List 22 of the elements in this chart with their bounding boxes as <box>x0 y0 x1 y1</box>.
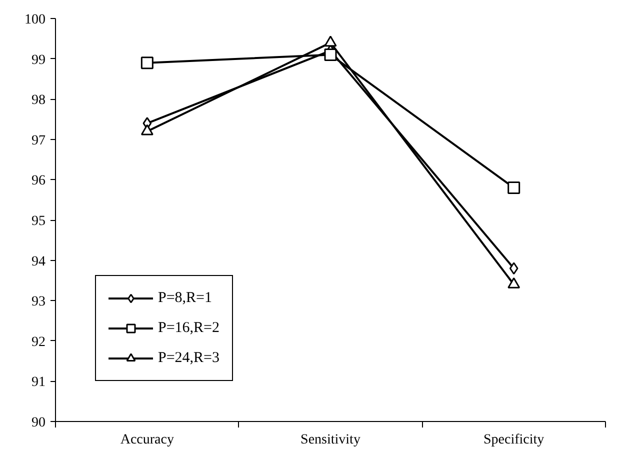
y-tick-label: 91 <box>32 375 46 390</box>
y-tick-label: 96 <box>32 174 46 189</box>
y-tick-label: 92 <box>32 334 46 350</box>
x-tick-label: Accuracy <box>120 432 174 448</box>
y-tick-label: 100 <box>24 12 46 28</box>
point <box>324 48 337 62</box>
legend-label: P=8,R=1 <box>158 290 212 306</box>
y-tick-label: 93 <box>32 294 46 310</box>
y-tick-label: 98 <box>32 93 46 108</box>
y-tick-label: 90 <box>32 416 46 430</box>
legend-label: P=24,R=3 <box>158 350 220 366</box>
y-tick-label: 99 <box>32 52 46 68</box>
point <box>324 36 337 47</box>
point <box>508 182 520 194</box>
x-tick-label: Specificity <box>484 432 544 448</box>
x-tick-label: Sensitivity <box>300 432 360 448</box>
point <box>509 262 518 275</box>
y-tick-label: 97 <box>32 133 46 148</box>
y-tick-label: 94 <box>32 254 46 270</box>
legend-label: P=16,R=2 <box>158 320 220 336</box>
y-tick-label: 95 <box>32 214 46 229</box>
point <box>140 56 154 70</box>
